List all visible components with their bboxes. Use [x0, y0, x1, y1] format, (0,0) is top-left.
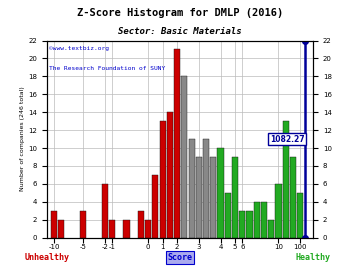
Bar: [189, 139, 195, 238]
Bar: [196, 157, 202, 238]
Bar: [152, 175, 158, 238]
Bar: [80, 211, 86, 238]
Text: ©www.textbiz.org: ©www.textbiz.org: [49, 46, 109, 51]
Bar: [261, 202, 267, 238]
Bar: [174, 49, 180, 238]
Bar: [58, 220, 64, 238]
Bar: [109, 220, 115, 238]
Y-axis label: Number of companies (246 total): Number of companies (246 total): [20, 87, 25, 191]
Bar: [210, 157, 216, 238]
Bar: [290, 157, 296, 238]
Text: The Research Foundation of SUNY: The Research Foundation of SUNY: [49, 66, 166, 71]
Text: Healthy: Healthy: [296, 253, 331, 262]
Bar: [217, 148, 224, 238]
Text: Score: Score: [167, 253, 193, 262]
Bar: [246, 211, 253, 238]
Text: Sector: Basic Materials: Sector: Basic Materials: [118, 27, 242, 36]
Bar: [181, 76, 188, 238]
Text: Unhealthy: Unhealthy: [24, 253, 69, 262]
Bar: [145, 220, 151, 238]
Bar: [123, 220, 130, 238]
Bar: [283, 121, 289, 238]
Bar: [167, 112, 173, 238]
Bar: [254, 202, 260, 238]
Text: Z-Score Histogram for DMLP (2016): Z-Score Histogram for DMLP (2016): [77, 8, 283, 18]
Bar: [275, 184, 282, 238]
Bar: [225, 193, 231, 238]
Bar: [239, 211, 245, 238]
Bar: [203, 139, 209, 238]
Bar: [138, 211, 144, 238]
Bar: [102, 184, 108, 238]
Bar: [159, 121, 166, 238]
Bar: [51, 211, 57, 238]
Bar: [232, 157, 238, 238]
Text: 1082.27: 1082.27: [270, 134, 305, 144]
Bar: [268, 220, 274, 238]
Bar: [297, 193, 303, 238]
